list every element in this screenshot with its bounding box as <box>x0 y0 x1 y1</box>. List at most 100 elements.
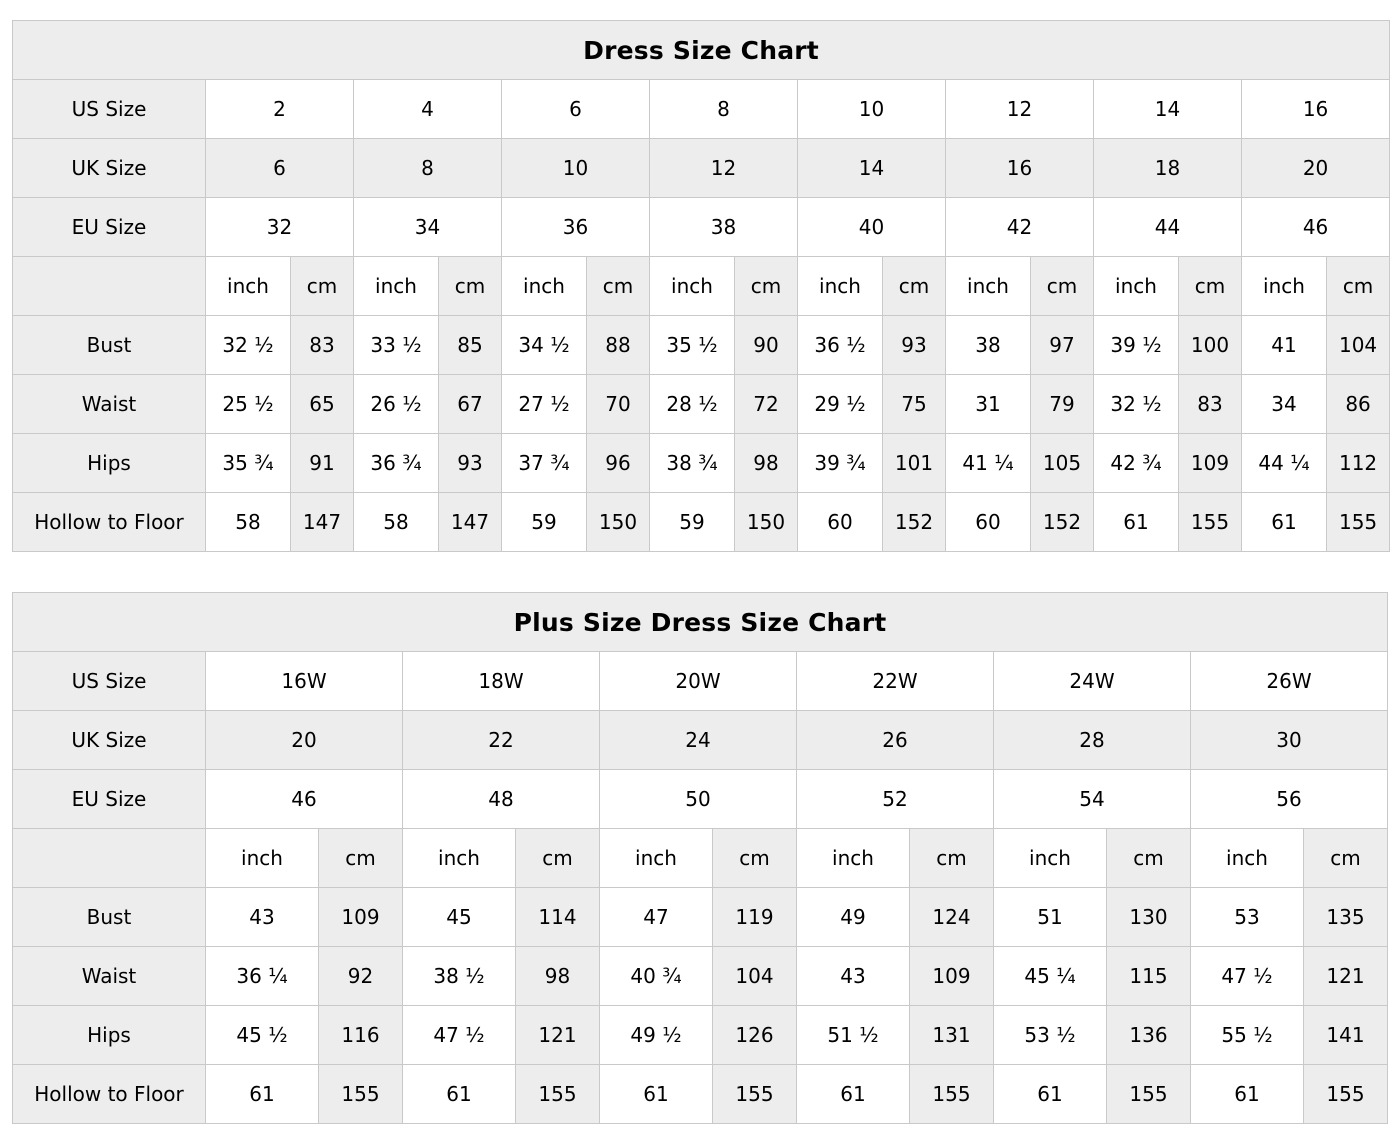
row-label-uk-size: UK Size <box>12 710 206 770</box>
size-value: 16W <box>205 651 403 711</box>
measure-inch-value: 26 ½ <box>353 374 439 434</box>
measure-inch-value: 58 <box>353 492 439 552</box>
size-value: 42 <box>945 197 1094 257</box>
measure-cm-value: 104 <box>1325 315 1391 375</box>
row-us-size: US Size 2 4 6 8 10 12 14 16 <box>12 79 1391 139</box>
measure-cm-value: 150 <box>734 492 798 552</box>
size-value: 26W <box>1189 651 1389 711</box>
measure-cm-value: 65 <box>290 374 354 434</box>
measure-inch-value: 34 ½ <box>501 315 587 375</box>
size-value: 18W <box>402 651 600 711</box>
row-label-hips: Hips <box>12 433 206 493</box>
measure-inch-value: 60 <box>797 492 883 552</box>
size-value: 32 <box>205 197 354 257</box>
measure-inch-value: 42 ¾ <box>1093 433 1179 493</box>
measure-cm-value: 96 <box>586 433 650 493</box>
unit-header-cm: cm <box>909 828 994 888</box>
measure-inch-value: 59 <box>649 492 735 552</box>
measure-cm-value: 152 <box>882 492 946 552</box>
row-hips: Hips 45 ½ 116 47 ½ 121 49 ½ 126 51 ½ 131 53 ½ 136 5… <box>12 1005 1389 1065</box>
size-value: 8 <box>353 138 502 198</box>
measure-cm-value: 126 <box>712 1005 797 1065</box>
unit-header-cm: cm <box>290 256 354 316</box>
row-label-hollow-to-floor: Hollow to Floor <box>12 492 206 552</box>
unit-header-inch: inch <box>1241 256 1327 316</box>
unit-header-inch: inch <box>599 828 713 888</box>
size-value: 14 <box>797 138 946 198</box>
measure-inch-value: 61 <box>1093 492 1179 552</box>
size-value: 10 <box>501 138 650 198</box>
measure-inch-value: 29 ½ <box>797 374 883 434</box>
row-waist: Waist 36 ¼ 92 38 ½ 98 40 ¾ 104 43 109 45 ¼ 115 47 ½… <box>12 946 1389 1006</box>
row-uk-size: UK Size 20 22 24 26 28 30 <box>12 710 1389 770</box>
table-title-row: Plus Size Dress Size Chart <box>11 592 1389 652</box>
measure-inch-value: 49 ½ <box>599 1005 713 1065</box>
measure-cm-value: 119 <box>712 887 797 947</box>
measure-cm-value: 101 <box>882 433 946 493</box>
size-value: 50 <box>599 769 797 829</box>
measure-cm-value: 121 <box>515 1005 600 1065</box>
measure-inch-value: 61 <box>402 1064 516 1124</box>
measure-inch-value: 41 <box>1241 315 1327 375</box>
measure-inch-value: 61 <box>1190 1064 1304 1124</box>
measure-cm-value: 98 <box>515 946 600 1006</box>
size-value: 10 <box>797 79 946 139</box>
measure-inch-value: 39 ¾ <box>797 433 883 493</box>
size-value: 52 <box>796 769 994 829</box>
measure-inch-value: 60 <box>945 492 1031 552</box>
size-value: 4 <box>353 79 502 139</box>
size-value: 24W <box>993 651 1191 711</box>
size-value: 18 <box>1093 138 1242 198</box>
measure-inch-value: 38 <box>945 315 1031 375</box>
row-label-us-size: US Size <box>12 79 206 139</box>
row-hollow-to-floor: Hollow to Floor 61 155 61 155 61 155 61 155 61 155… <box>12 1064 1389 1124</box>
measure-cm-value: 98 <box>734 433 798 493</box>
measure-cm-value: 109 <box>318 887 403 947</box>
unit-header-inch: inch <box>649 256 735 316</box>
size-value: 48 <box>402 769 600 829</box>
measure-inch-value: 47 ½ <box>402 1005 516 1065</box>
unit-header-row: inch cm inch cm inch cm inch cm inch cm inch cm <box>12 828 1389 888</box>
measure-inch-value: 43 <box>796 946 910 1006</box>
unit-header-cm: cm <box>318 828 403 888</box>
unit-header-inch: inch <box>501 256 587 316</box>
measure-inch-value: 32 ½ <box>1093 374 1179 434</box>
row-label-hips: Hips <box>12 1005 206 1065</box>
measure-cm-value: 86 <box>1325 374 1391 434</box>
measure-inch-value: 51 ½ <box>796 1005 910 1065</box>
unit-header-inch: inch <box>205 256 291 316</box>
measure-cm-value: 92 <box>318 946 403 1006</box>
measure-cm-value: 93 <box>882 315 946 375</box>
measure-inch-value: 45 ½ <box>205 1005 319 1065</box>
measure-inch-value: 38 ½ <box>402 946 516 1006</box>
unit-header-cm: cm <box>586 256 650 316</box>
measure-cm-value: 93 <box>438 433 502 493</box>
measure-cm-value: 85 <box>438 315 502 375</box>
measure-inch-value: 58 <box>205 492 291 552</box>
measure-cm-value: 116 <box>318 1005 403 1065</box>
measure-cm-value: 124 <box>909 887 994 947</box>
row-us-size: US Size 16W 18W 20W 22W 24W 26W <box>12 651 1389 711</box>
size-value: 8 <box>649 79 798 139</box>
size-value: 36 <box>501 197 650 257</box>
measure-inch-value: 32 ½ <box>205 315 291 375</box>
row-label-eu-size: EU Size <box>12 769 206 829</box>
measure-inch-value: 61 <box>599 1064 713 1124</box>
measure-inch-value: 45 ¼ <box>993 946 1107 1006</box>
measure-cm-value: 109 <box>909 946 994 1006</box>
measure-cm-value: 135 <box>1302 887 1389 947</box>
size-value: 38 <box>649 197 798 257</box>
measure-inch-value: 38 ¾ <box>649 433 735 493</box>
measure-inch-value: 41 ¼ <box>945 433 1031 493</box>
measure-cm-value: 75 <box>882 374 946 434</box>
measure-inch-value: 40 ¾ <box>599 946 713 1006</box>
size-value: 44 <box>1093 197 1242 257</box>
table-title: Dress Size Chart <box>11 20 1391 80</box>
measure-cm-value: 155 <box>1302 1064 1389 1124</box>
unit-header-inch: inch <box>796 828 910 888</box>
measure-cm-value: 155 <box>1178 492 1242 552</box>
measure-cm-value: 83 <box>1178 374 1242 434</box>
unit-header-cm: cm <box>515 828 600 888</box>
